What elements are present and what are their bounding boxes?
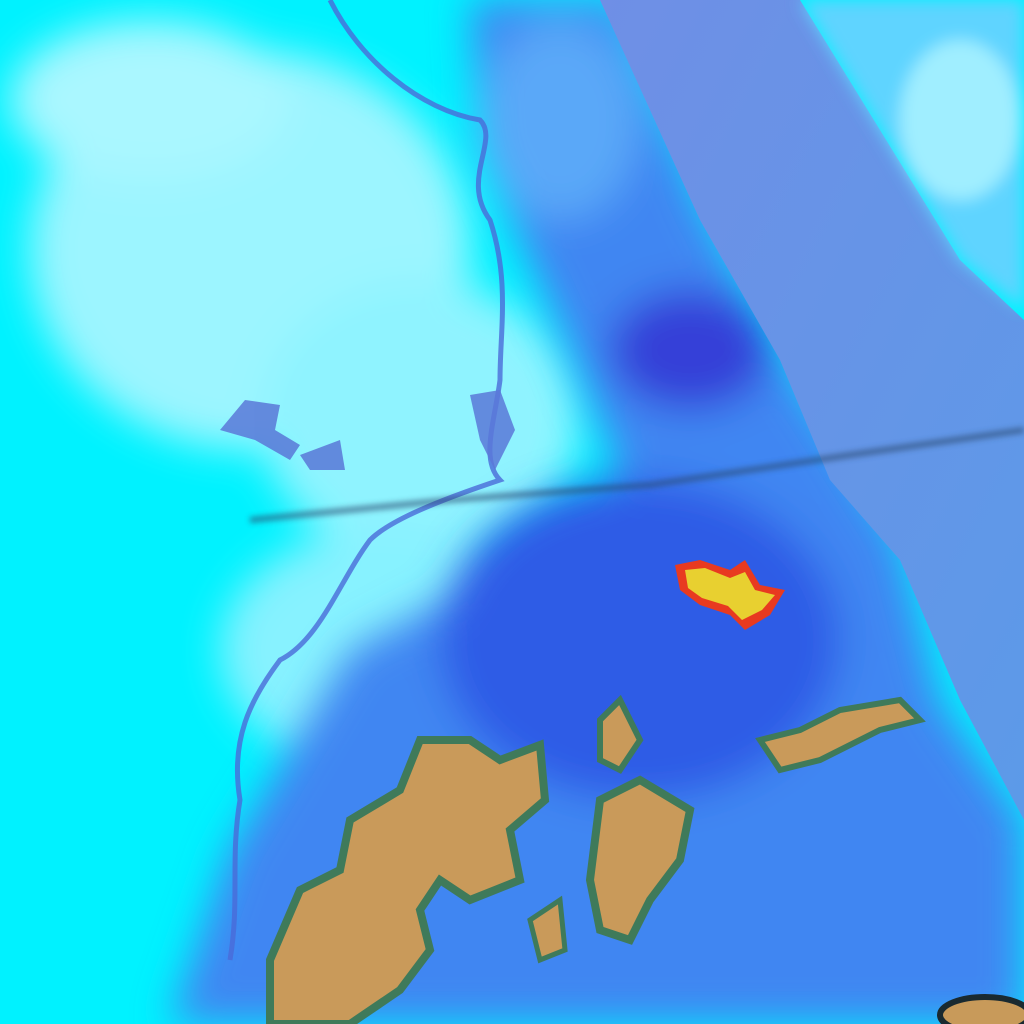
sea <box>600 0 1024 820</box>
northeast-clouds <box>800 0 1024 310</box>
river <box>227 0 505 961</box>
hotspot <box>675 560 785 630</box>
terrain <box>266 694 926 1024</box>
cloud-band <box>249 427 1024 523</box>
blue-land <box>170 0 1024 1024</box>
corner-terrain <box>937 994 1024 1024</box>
lakes <box>220 390 515 470</box>
